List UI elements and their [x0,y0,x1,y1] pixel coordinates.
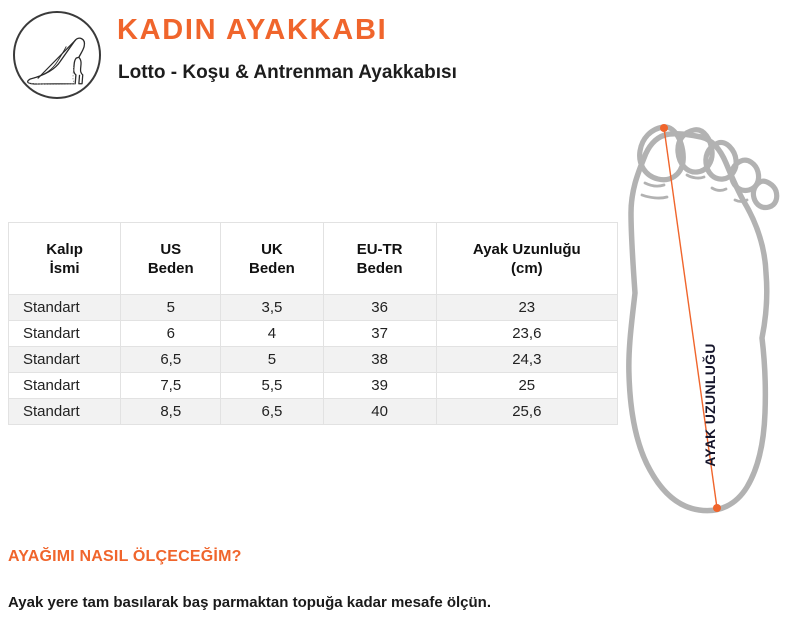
svg-text:AYAK UZUNLUĞU: AYAK UZUNLUĞU [701,343,718,466]
